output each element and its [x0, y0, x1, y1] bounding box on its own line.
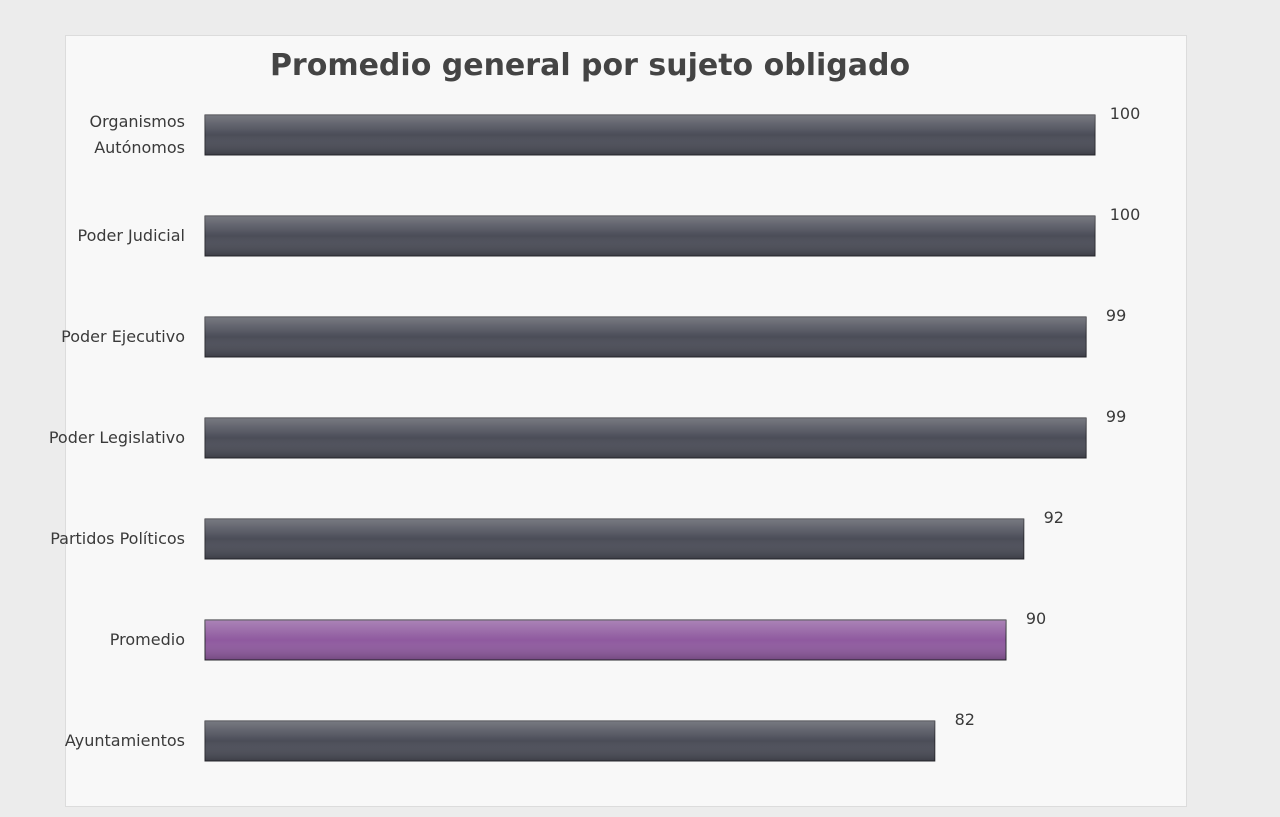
y-tick-label: Ayuntamientos — [64, 731, 185, 750]
bar-shine — [205, 620, 1006, 660]
value-label: 92 — [1044, 508, 1064, 527]
value-label: 100 — [1110, 205, 1141, 224]
value-label: 100 — [1110, 104, 1141, 123]
value-label: 99 — [1106, 306, 1126, 325]
value-label: 82 — [955, 710, 975, 729]
y-tick-label: Partidos Políticos — [50, 529, 185, 548]
bar-shine — [205, 418, 1087, 458]
y-tick-label: Promedio — [109, 630, 185, 649]
bar-shine — [205, 216, 1095, 256]
chart-title: Promedio general por sujeto obligado — [269, 48, 911, 83]
bar-shine — [205, 317, 1087, 357]
value-label: 90 — [1026, 609, 1046, 628]
value-label: 99 — [1106, 407, 1126, 426]
bar-shine — [205, 519, 1024, 559]
bar-shine — [205, 721, 935, 761]
y-tick-label: Organismos Autónomos — [89, 112, 185, 157]
y-tick-label: Poder Legislativo — [48, 428, 185, 447]
bar-shine — [205, 115, 1095, 155]
y-tick-label: Poder Ejecutivo — [61, 327, 185, 346]
y-tick-label: Poder Judicial — [77, 226, 185, 245]
